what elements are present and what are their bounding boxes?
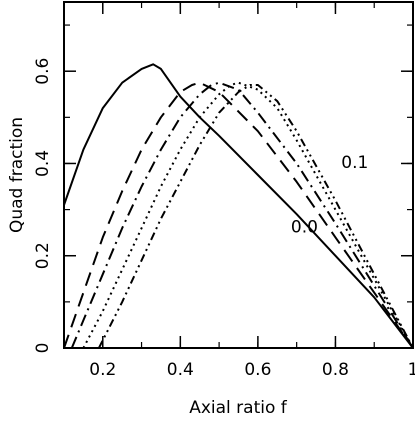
x-axis-ticks: 0.2 0.4 0.6 0.8 1 [63,2,415,380]
x-tick-label: 0.2 [89,360,116,380]
y-tick-label: 0.6 [33,58,53,85]
x-tick-label: 1 [408,360,415,380]
series-line-dashdot [70,81,414,349]
curve-annotation: 0.1 [341,153,368,173]
plot-frame [63,1,414,349]
series-line-solid [63,63,414,349]
y-tick-label: 0.2 [33,242,53,269]
annotation-layer: 0.0 0.1 [291,153,368,238]
curve-annotation: 0.0 [291,218,318,238]
y-tick-label: 0 [33,343,53,354]
y-axis-ticks: 0 0.2 0.4 0.6 [33,24,413,354]
series-line-dotted [82,81,414,349]
y-tick-label: 0.4 [33,150,53,177]
series-layer [63,63,414,349]
x-tick-label: 0.8 [322,360,349,380]
x-tick-label: 0.6 [244,360,271,380]
x-tick-label: 0.4 [167,360,194,380]
x-axis-label: Axial ratio f [189,398,288,418]
y-axis-label: Quad fraction [7,117,27,233]
series-line-dashdotdot [98,84,414,349]
series-line-dash [63,81,414,349]
